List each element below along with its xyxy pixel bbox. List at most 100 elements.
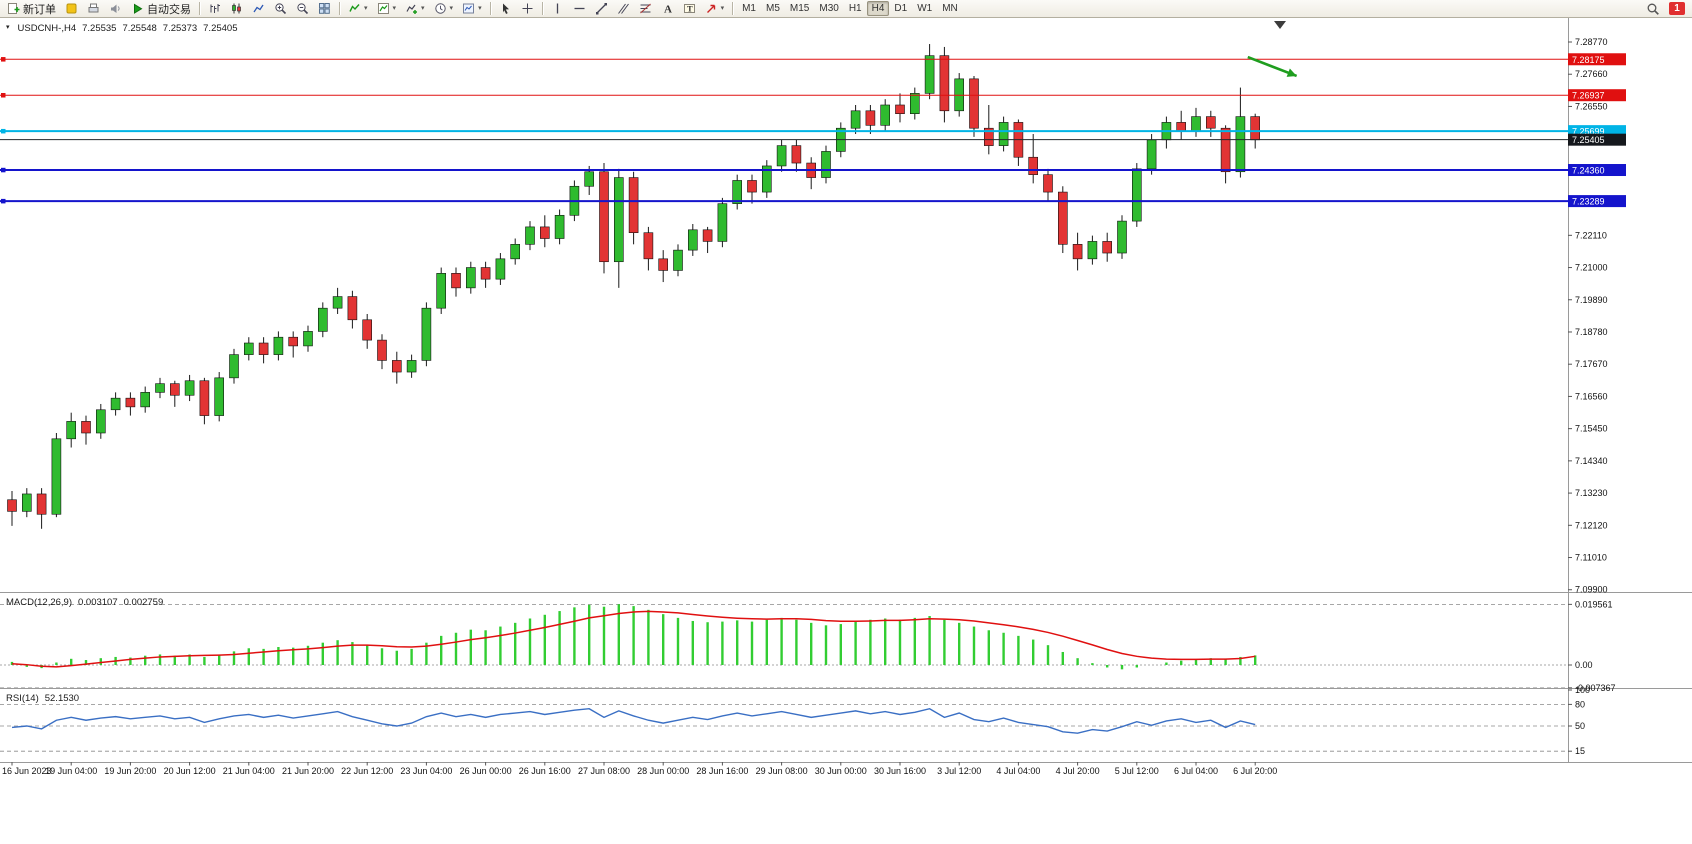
price-line-tag[interactable]: 7.24360: [1568, 164, 1626, 177]
time-tick-label: 21 Jun 04:00: [223, 766, 275, 776]
print-button[interactable]: [83, 1, 104, 17]
notification-badge[interactable]: 1: [1669, 2, 1685, 15]
period-button[interactable]: ▾: [430, 1, 458, 17]
line-anchor-handle[interactable]: [1, 167, 6, 173]
zoom-out-button[interactable]: [292, 1, 313, 17]
line-chart-button[interactable]: [248, 1, 269, 17]
news-button[interactable]: [105, 1, 126, 17]
text-button[interactable]: A: [657, 1, 678, 17]
bear-candle: [702, 229, 713, 242]
zoom-in-button[interactable]: [270, 1, 291, 17]
timeframe-m5-button[interactable]: M5: [761, 1, 785, 16]
price-tick-label: 7.22110: [1575, 230, 1607, 240]
price-line-tag[interactable]: 7.25699: [1568, 125, 1626, 138]
search-button[interactable]: [1642, 1, 1664, 17]
price-tick-label: 7.21000: [1575, 263, 1608, 273]
bear-candle: [199, 380, 210, 416]
cursor-button[interactable]: [495, 1, 516, 17]
bear-candle: [1250, 116, 1260, 141]
new-order-label: 新订单: [23, 3, 56, 16]
macd-axis-label: 0.019561: [1575, 599, 1613, 609]
bear-candle: [170, 383, 180, 396]
price-tick-label: 7.16560: [1575, 391, 1608, 401]
trend-arrow-annotation[interactable]: [1247, 55, 1298, 78]
chart-canvas[interactable]: 7.287707.276607.265507.254407.243307.232…: [0, 18, 1692, 844]
metaeditor-button[interactable]: [61, 1, 82, 17]
line-anchor-handle[interactable]: [1, 93, 6, 98]
time-tick-label: 4 Jul 20:00: [1056, 766, 1100, 776]
bull-candle: [1235, 116, 1246, 173]
crosshair-button[interactable]: [517, 1, 538, 17]
bear-candle: [125, 397, 136, 408]
bull-candle: [273, 336, 284, 355]
indicator-window-button[interactable]: ▾: [373, 1, 401, 17]
cursor-icon: [502, 3, 509, 14]
timeframe-m1-button[interactable]: M1: [737, 1, 761, 16]
bull-candle: [554, 214, 565, 239]
trendline-button[interactable]: [591, 1, 612, 17]
price-line-tag[interactable]: 7.28175: [1568, 53, 1626, 66]
price-tick-label: 7.15450: [1575, 424, 1608, 434]
timeframe-h1-button[interactable]: H1: [844, 1, 867, 16]
toolbar-right-group: 1: [1642, 1, 1689, 17]
search-icon: [1647, 3, 1659, 15]
open-value: 7.25535: [82, 23, 117, 34]
svg-text:7.24360: 7.24360: [1572, 166, 1605, 176]
bear-candle: [288, 336, 299, 347]
line-anchor-handle[interactable]: [1, 128, 6, 134]
bull-candle: [717, 203, 728, 242]
price-tick-label: 7.27660: [1575, 69, 1608, 79]
bull-candle: [880, 104, 891, 126]
bull-candle: [909, 93, 920, 114]
price-line-tag[interactable]: 7.26937: [1568, 89, 1626, 102]
price-axis[interactable]: 7.287707.276607.265507.254407.243307.232…: [1568, 37, 1608, 595]
bear-candle: [1043, 174, 1053, 193]
svg-text:T: T: [687, 4, 693, 14]
indicators-button[interactable]: ▾: [344, 1, 372, 17]
timeframe-h4-button[interactable]: H4: [866, 1, 890, 16]
vertical-line-icon: [556, 3, 558, 14]
fibonacci-button[interactable]: [635, 1, 656, 17]
time-tick-label: 26 Jun 16:00: [519, 766, 571, 776]
bull-candle: [66, 421, 76, 440]
horizontal-line-button[interactable]: [569, 1, 590, 17]
rsi-axis[interactable]: 100 80 50 15: [1568, 685, 1590, 756]
line-anchor-handle[interactable]: [1, 198, 6, 204]
text-label-button[interactable]: T: [679, 1, 700, 17]
add-indicator-button[interactable]: ▾: [401, 1, 429, 17]
chart-area[interactable]: ▾ USDCNH-,H4 7.25535 7.25548 7.25373 7.2…: [0, 18, 1692, 844]
channel-button[interactable]: [613, 1, 634, 17]
autotrading-button[interactable]: 自动交易: [127, 1, 195, 17]
time-tick-label: 20 Jun 12:00: [164, 766, 216, 776]
macd-main-value: 0.003107: [78, 597, 118, 608]
arrows-button[interactable]: ▾: [701, 1, 729, 17]
price-line-tag[interactable]: 7.23289: [1568, 195, 1626, 208]
time-tick-label: 30 Jun 00:00: [815, 766, 867, 776]
line-anchor-handle[interactable]: [1, 57, 6, 62]
macd-axis[interactable]: 0.019561 0.00 -0.007367: [1568, 599, 1616, 693]
vertical-line-button[interactable]: [547, 1, 568, 17]
bull-candle: [924, 55, 935, 94]
timeframe-w1-button[interactable]: W1: [912, 1, 937, 16]
chart-shift-marker-icon[interactable]: [1274, 21, 1286, 29]
current-price-tag[interactable]: 7.25405: [1568, 133, 1626, 146]
templates-button[interactable]: ▾: [458, 1, 486, 17]
rsi-line: [11, 707, 1256, 734]
timeframe-m30-button[interactable]: M30: [814, 1, 843, 16]
bear-candle: [7, 499, 17, 512]
bar-chart-button[interactable]: [204, 1, 225, 17]
timeframe-d1-button[interactable]: D1: [889, 1, 912, 16]
macd-level-lines: [0, 603, 1568, 689]
timeframe-m15-button[interactable]: M15: [785, 1, 814, 16]
candlestick-chart-button[interactable]: [226, 1, 247, 17]
rsi-axis-label: 15: [1575, 746, 1585, 756]
chart-menu-icon[interactable]: ▾: [6, 24, 10, 31]
bull-candle: [998, 122, 1009, 146]
tile-windows-button[interactable]: [314, 1, 335, 17]
bull-candle: [96, 409, 106, 434]
horizontal-price-lines: [0, 57, 1568, 204]
bear-candle: [1028, 156, 1038, 175]
timeframe-mn-button[interactable]: MN: [937, 1, 963, 16]
new-order-button[interactable]: 新订单: [3, 1, 60, 17]
